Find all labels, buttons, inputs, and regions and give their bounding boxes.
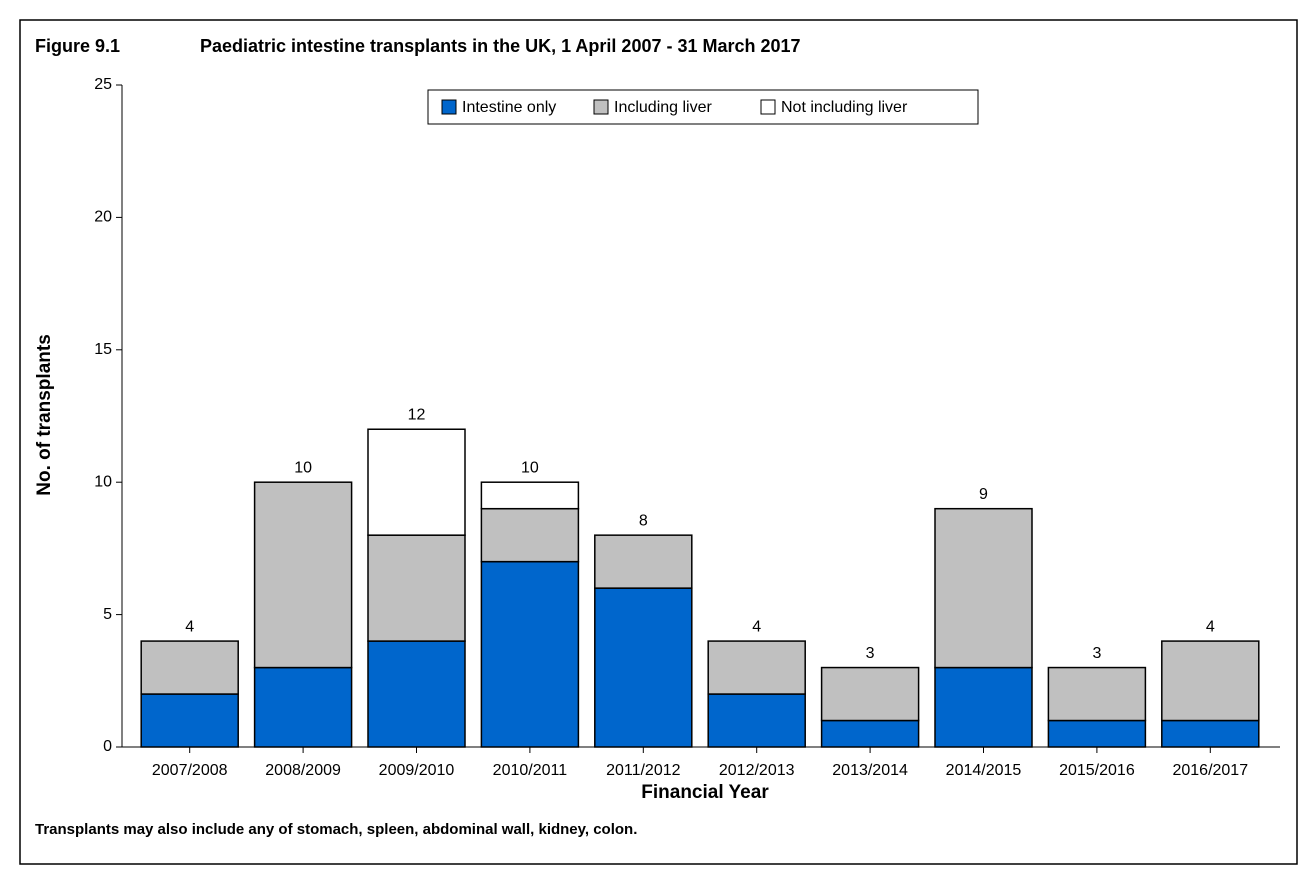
total-label: 10 <box>521 459 539 476</box>
x-axis-title: Financial Year <box>641 782 769 803</box>
x-tick-label: 2011/2012 <box>606 762 681 779</box>
y-tick-label: 0 <box>103 738 112 755</box>
bar-segment <box>140 640 239 695</box>
legend-swatch <box>441 99 457 115</box>
total-label: 4 <box>752 618 761 635</box>
legend-label: Not including liver <box>781 99 908 116</box>
x-tick-label: 2013/2014 <box>832 762 908 779</box>
total-label: 10 <box>294 459 312 476</box>
legend-label: Including liver <box>614 99 713 116</box>
bar-segment <box>140 693 239 748</box>
x-tick-label: 2010/2011 <box>493 762 568 779</box>
bar-segment <box>480 560 580 748</box>
bar-segment <box>367 640 466 748</box>
bar-segment <box>253 481 353 669</box>
total-label: 12 <box>408 406 426 423</box>
bar-segment <box>934 666 1033 748</box>
y-tick-label: 20 <box>94 209 112 226</box>
x-tick-label: 2012/2013 <box>719 762 795 779</box>
legend-label: Intestine only <box>462 99 556 116</box>
y-tick-label: 5 <box>103 606 112 623</box>
x-tick-label: 2007/2008 <box>152 762 228 779</box>
figure-label: Figure 9.1 <box>35 36 120 56</box>
bar-segment <box>367 428 466 536</box>
bar-segment <box>1161 640 1260 722</box>
footnote: Transplants may also include any of stom… <box>35 821 637 838</box>
bar-segment <box>594 534 693 589</box>
bar-segment <box>934 507 1033 669</box>
legend-box <box>427 89 979 125</box>
bar-segment <box>820 666 920 722</box>
bar-segment <box>820 719 920 748</box>
legend-swatch <box>593 99 609 115</box>
bar-segment <box>1161 719 1260 748</box>
y-tick-label: 15 <box>94 341 112 358</box>
total-label: 3 <box>1092 645 1101 662</box>
total-label: 8 <box>639 512 648 529</box>
bar-segment <box>253 666 353 748</box>
total-label: 4 <box>185 618 194 635</box>
y-axis-title: No. of transplants <box>34 334 55 496</box>
bar-segment <box>594 587 693 748</box>
x-tick-label: 2014/2015 <box>946 762 1022 779</box>
x-tick-label: 2009/2010 <box>379 762 455 779</box>
x-tick-label: 2008/2009 <box>265 762 341 779</box>
total-label: 9 <box>979 486 988 503</box>
bar-segment <box>707 693 806 748</box>
bar-segment <box>480 481 580 510</box>
bar-segment <box>1047 719 1147 748</box>
y-tick-label: 10 <box>94 473 112 490</box>
bar-segment <box>367 534 466 642</box>
chart-title: Paediatric intestine transplants in the … <box>200 36 801 56</box>
bar-segment <box>1047 666 1147 722</box>
total-label: 3 <box>866 645 875 662</box>
legend-swatch <box>760 99 776 115</box>
bar-segment <box>480 507 580 563</box>
total-label: 4 <box>1206 618 1215 635</box>
bar-segment <box>707 640 806 695</box>
x-tick-label: 2015/2016 <box>1059 762 1135 779</box>
x-tick-label: 2016/2017 <box>1172 762 1248 779</box>
y-tick-label: 25 <box>94 76 112 93</box>
